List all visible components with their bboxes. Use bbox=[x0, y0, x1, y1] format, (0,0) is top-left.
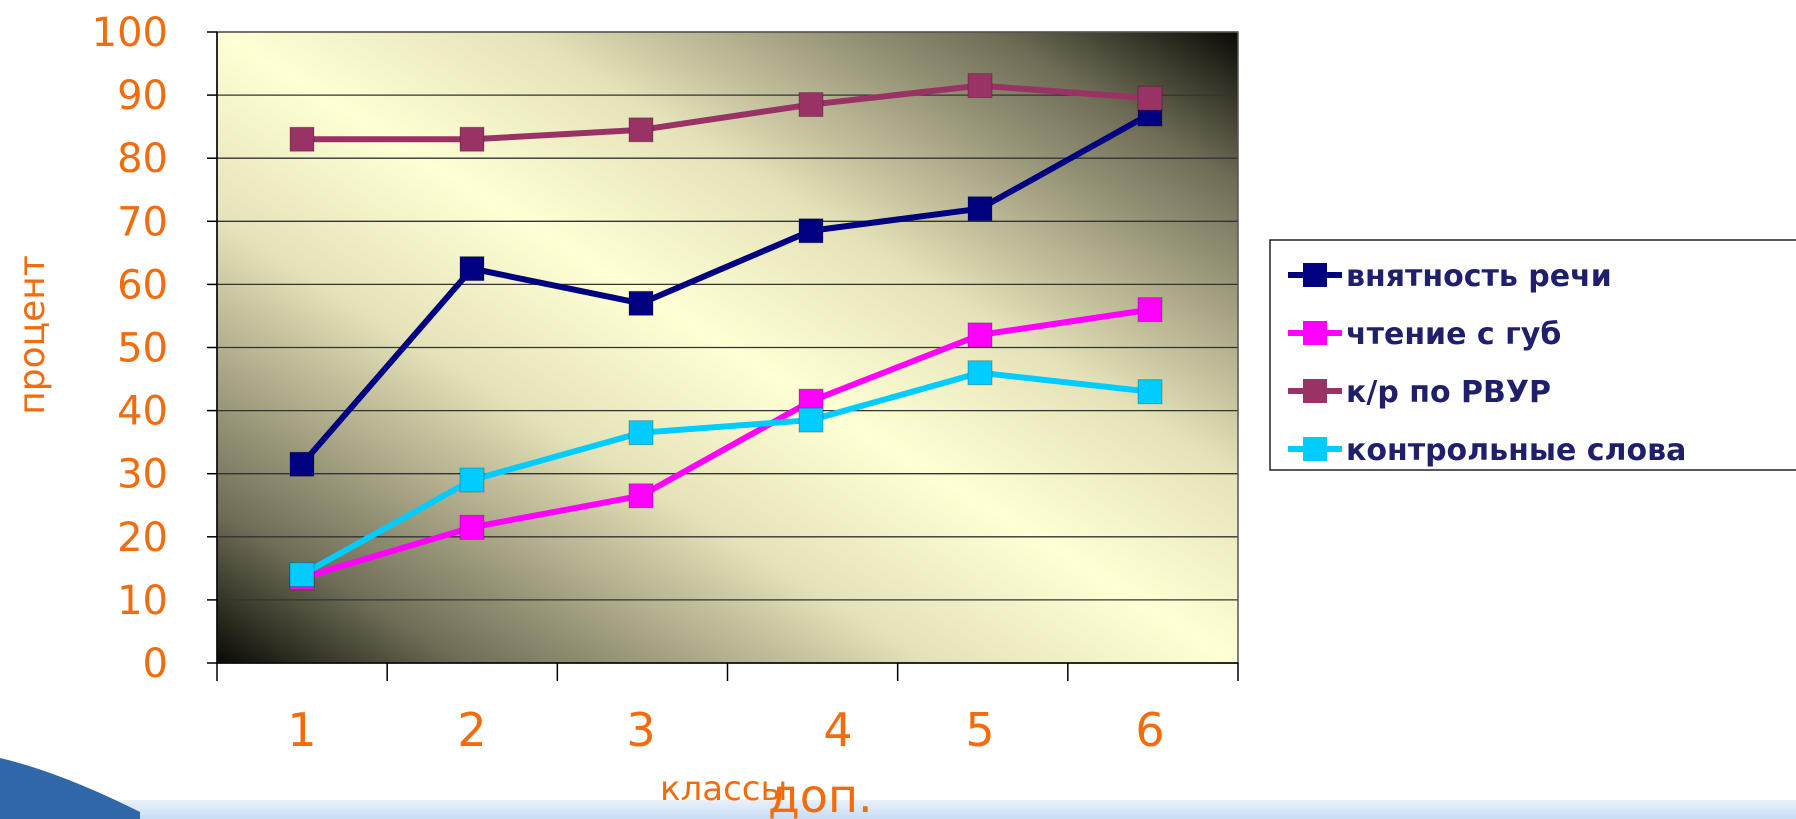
y-tick-label: 40 bbox=[117, 389, 168, 435]
data-point bbox=[459, 467, 485, 493]
legend-label: внятность речи bbox=[1346, 259, 1612, 294]
data-point bbox=[628, 483, 654, 509]
series-group bbox=[289, 360, 1163, 588]
legend: внятность речи чтение с губ к/р по РВУР кон… bbox=[1269, 239, 1796, 471]
series-group bbox=[289, 101, 1163, 477]
y-tick-label: 90 bbox=[117, 73, 168, 119]
legend-item: чтение с губ bbox=[1288, 317, 1561, 352]
data-point bbox=[967, 196, 993, 222]
legend-swatch-marker bbox=[1303, 263, 1327, 287]
legend-label: контрольные слова bbox=[1346, 433, 1686, 468]
x-tick-label: 4 bbox=[823, 703, 852, 757]
data-point bbox=[967, 322, 993, 348]
x-tick-label: 5 bbox=[965, 703, 994, 757]
data-point bbox=[628, 290, 654, 316]
series-line bbox=[300, 369, 1151, 578]
data-point bbox=[628, 117, 654, 143]
y-tick-label: 100 bbox=[92, 10, 168, 56]
legend-swatch-marker bbox=[1303, 321, 1327, 345]
axes bbox=[207, 31, 1239, 681]
y-axis-title: процент bbox=[12, 255, 53, 415]
legend-box bbox=[1269, 239, 1796, 471]
x-axis-extra-label: доп. bbox=[768, 769, 873, 819]
y-tick-label: 70 bbox=[117, 199, 168, 245]
legend-swatch-marker bbox=[1303, 379, 1327, 403]
x-tick-labels: 1 2 3 4 5 6 bbox=[287, 703, 1164, 757]
data-point bbox=[459, 256, 485, 282]
series-line bbox=[299, 111, 1152, 467]
data-point bbox=[289, 126, 315, 152]
x-tick-label: 2 bbox=[457, 703, 486, 757]
x-tick-label: 3 bbox=[626, 703, 655, 757]
slide-decoration bbox=[0, 758, 1796, 819]
data-point bbox=[459, 126, 485, 152]
y-tick-label: 80 bbox=[117, 136, 168, 182]
y-tick-label: 50 bbox=[117, 326, 168, 372]
y-tick-label: 0 bbox=[143, 641, 168, 687]
data-point bbox=[798, 407, 824, 433]
legend-item: к/р по РВУР bbox=[1288, 375, 1551, 410]
data-point bbox=[1137, 297, 1163, 323]
x-axis-title: классы bbox=[660, 769, 787, 809]
data-point bbox=[289, 562, 315, 588]
data-point bbox=[289, 451, 315, 477]
legend-swatch-marker bbox=[1303, 437, 1327, 461]
series-line bbox=[302, 82, 1151, 143]
data-point bbox=[459, 514, 485, 540]
legend-label: чтение с губ bbox=[1346, 317, 1561, 352]
data-point bbox=[967, 73, 993, 99]
y-tick-label: 10 bbox=[117, 578, 168, 624]
series-group bbox=[289, 73, 1163, 152]
data-point bbox=[1137, 85, 1163, 111]
legend-item: внятность речи bbox=[1288, 259, 1612, 294]
data-point bbox=[628, 420, 654, 446]
legend-item: контрольные слова bbox=[1288, 433, 1686, 468]
data-point bbox=[1137, 379, 1163, 405]
x-tick-label: 6 bbox=[1135, 703, 1164, 757]
series-line bbox=[301, 306, 1151, 581]
y-tick-label: 60 bbox=[117, 262, 168, 308]
y-tick-label: 20 bbox=[117, 515, 168, 561]
series-lines bbox=[289, 73, 1163, 591]
data-point bbox=[798, 218, 824, 244]
y-tick-labels: 0 10 20 30 40 50 60 70 80 90 100 bbox=[92, 10, 168, 687]
x-tick-label: 1 bbox=[287, 703, 316, 757]
legend-label: к/р по РВУР bbox=[1346, 375, 1551, 410]
data-point bbox=[967, 360, 993, 386]
data-point bbox=[798, 92, 824, 118]
series-group bbox=[289, 297, 1163, 591]
y-tick-label: 30 bbox=[117, 452, 168, 498]
